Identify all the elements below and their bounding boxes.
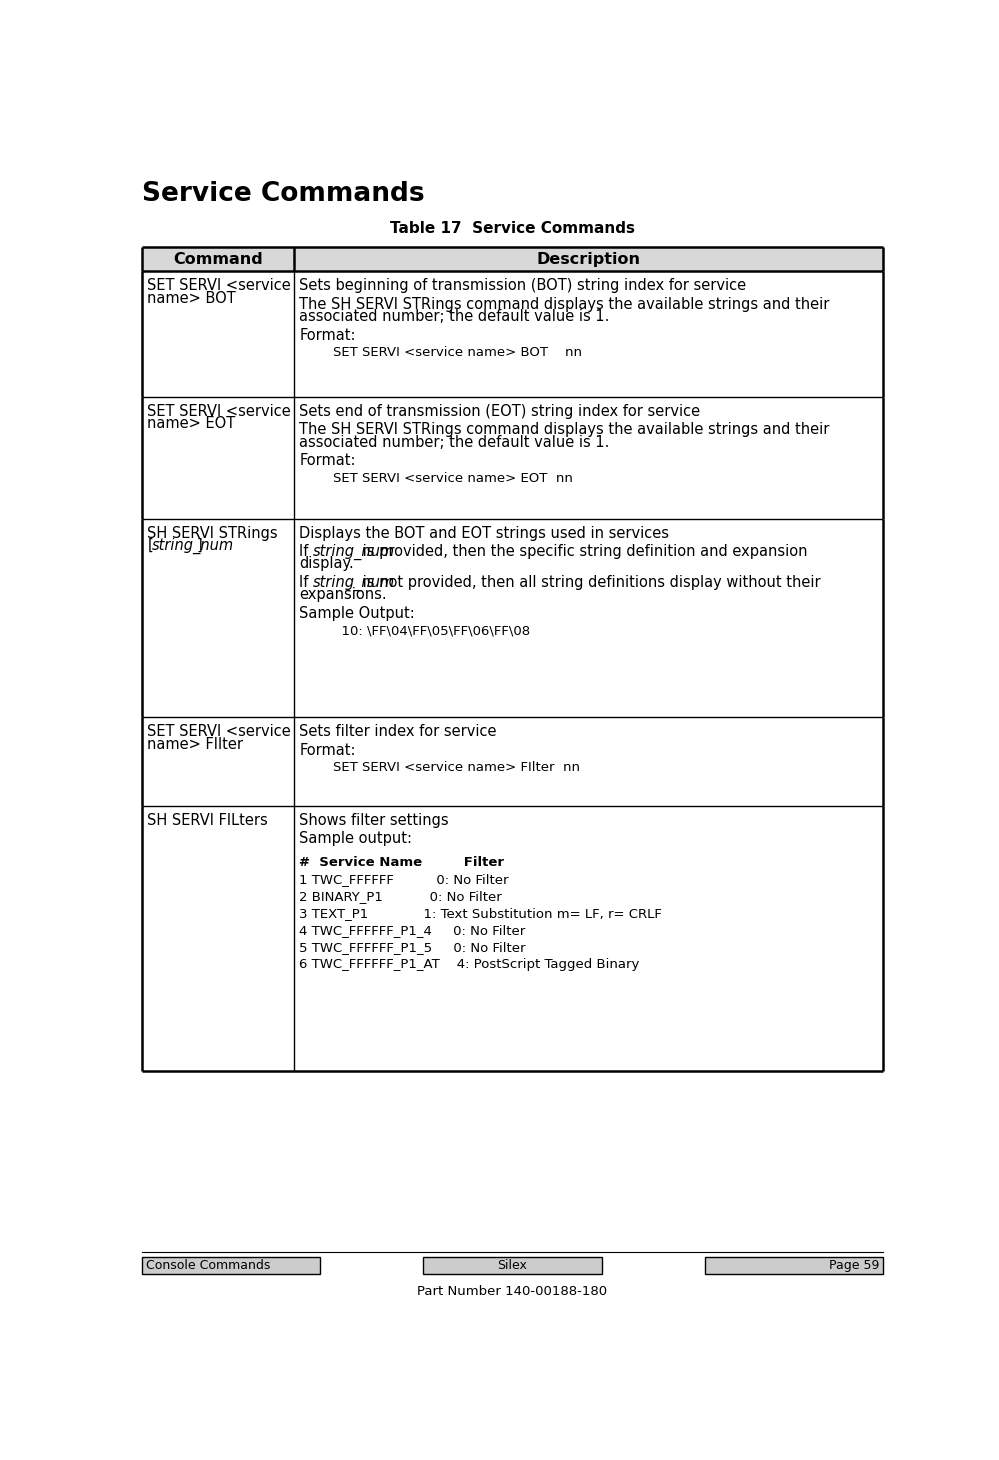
Bar	[142, 1257, 320, 1275]
Text: Shows filter settings: Shows filter settings	[300, 813, 449, 828]
Text: 5 TWC_FFFFFF_P1_5     0: No Filter: 5 TWC_FFFFFF_P1_5 0: No Filter	[300, 940, 525, 953]
Text: Sets beginning of transmission (BOT) string index for service: Sets beginning of transmission (BOT) str…	[300, 279, 746, 293]
Text: Part Number 140-00188-180: Part Number 140-00188-180	[418, 1285, 607, 1298]
Text: Table 17  Service Commands: Table 17 Service Commands	[390, 222, 635, 237]
Bar	[424, 1257, 601, 1275]
Text: SET SERVI <service name> EOT  nn: SET SERVI <service name> EOT nn	[300, 472, 573, 485]
Text: associated number; the default value is 1.: associated number; the default value is …	[300, 310, 609, 324]
Text: associated number; the default value is 1.: associated number; the default value is …	[300, 435, 609, 450]
Text: expansions.: expansions.	[300, 587, 387, 602]
Text: 10: \FF\04\FF\05\FF\06\FF\08: 10: \FF\04\FF\05\FF\06\FF\08	[300, 623, 530, 637]
Text: SET SERVI <service name> BOT    nn: SET SERVI <service name> BOT nn	[300, 346, 582, 359]
Text: name> EOT: name> EOT	[147, 416, 236, 431]
Text: Sample output:: Sample output:	[300, 831, 413, 847]
Text: SET SERVI <service: SET SERVI <service	[147, 724, 291, 739]
Text: Service Commands: Service Commands	[142, 181, 425, 207]
Text: The SH SERVI STRings command displays the available strings and their: The SH SERVI STRings command displays th…	[300, 296, 829, 312]
Text: 2 BINARY_P1           0: No Filter: 2 BINARY_P1 0: No Filter	[300, 889, 502, 902]
Text: #  Service Name         Filter: # Service Name Filter	[300, 856, 504, 869]
Text: Sets end of transmission (EOT) string index for service: Sets end of transmission (EOT) string in…	[300, 404, 700, 419]
Text: If: If	[300, 545, 314, 559]
Text: Silex: Silex	[498, 1259, 527, 1272]
Text: 3 TEXT_P1             1: Text Substitution m= LF, r= CRLF: 3 TEXT_P1 1: Text Substitution m= LF, r=…	[300, 907, 662, 920]
Text: 4 TWC_FFFFFF_P1_4     0: No Filter: 4 TWC_FFFFFF_P1_4 0: No Filter	[300, 924, 525, 937]
Text: string_num: string_num	[152, 537, 234, 555]
Text: string_num: string_num	[313, 575, 395, 591]
Text: 1 TWC_FFFFFF          0: No Filter: 1 TWC_FFFFFF 0: No Filter	[300, 873, 508, 886]
Text: ]: ]	[196, 537, 202, 553]
Text: display.: display.	[300, 556, 354, 571]
Text: SET SERVI <service name> FIlter  nn: SET SERVI <service name> FIlter nn	[300, 761, 580, 774]
Text: Sets filter index for service: Sets filter index for service	[300, 724, 497, 739]
Text: Sample Output:: Sample Output:	[300, 606, 415, 620]
Text: SET SERVI <service: SET SERVI <service	[147, 404, 291, 419]
Text: If: If	[300, 575, 314, 590]
Bar	[142, 247, 883, 272]
Text: is provided, then the specific string definition and expansion: is provided, then the specific string de…	[359, 545, 808, 559]
Text: SH SERVI FILters: SH SERVI FILters	[147, 813, 268, 828]
Text: name> FIlter: name> FIlter	[147, 736, 244, 752]
Text: Format:: Format:	[300, 327, 356, 343]
Text: 6 TWC_FFFFFF_P1_AT    4: PostScript Tagged Binary: 6 TWC_FFFFFF_P1_AT 4: PostScript Tagged …	[300, 958, 639, 971]
Text: Command: Command	[173, 251, 263, 267]
Text: name> BOT: name> BOT	[147, 291, 236, 305]
Text: SH SERVI STRings: SH SERVI STRings	[147, 526, 278, 540]
Text: Format:: Format:	[300, 453, 356, 469]
Text: Console Commands: Console Commands	[146, 1259, 270, 1272]
Text: Description: Description	[536, 251, 640, 267]
Text: is not provided, then all string definitions display without their: is not provided, then all string definit…	[359, 575, 821, 590]
Text: [: [	[147, 537, 153, 553]
Text: Displays the BOT and EOT strings used in services: Displays the BOT and EOT strings used in…	[300, 526, 669, 540]
Text: Page 59: Page 59	[828, 1259, 879, 1272]
Text: The SH SERVI STRings command displays the available strings and their: The SH SERVI STRings command displays th…	[300, 422, 829, 438]
Text: SET SERVI <service: SET SERVI <service	[147, 279, 291, 293]
Text: Format:: Format:	[300, 743, 356, 758]
Bar	[704, 1257, 883, 1275]
Text: string_num: string_num	[313, 545, 395, 561]
